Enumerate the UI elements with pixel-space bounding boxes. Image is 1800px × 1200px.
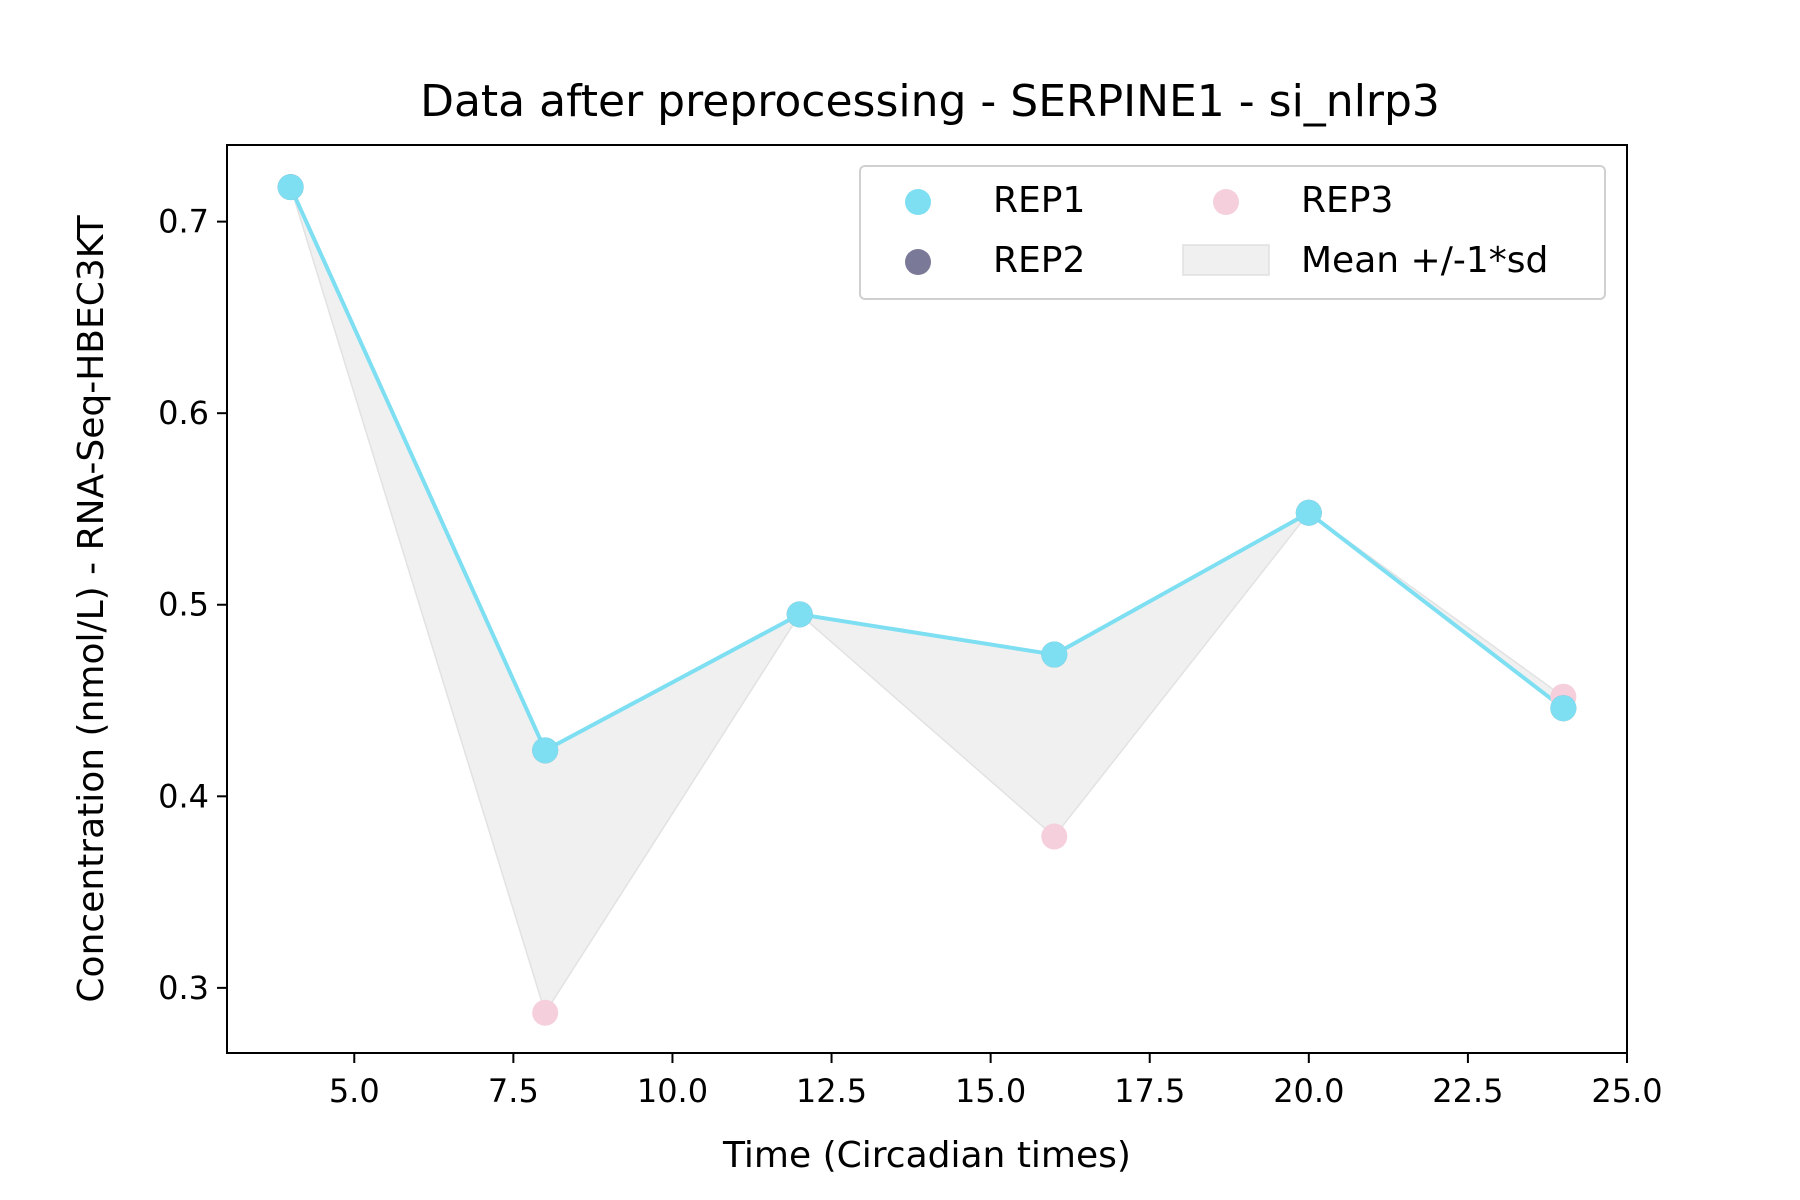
y-tick-label: 0.5 [158, 586, 209, 624]
data-point-rep1 [1041, 641, 1068, 668]
x-tick-label: 17.5 [1114, 1072, 1185, 1110]
data-point-rep1 [1295, 499, 1322, 526]
legend-box [859, 165, 1606, 300]
legend-label-rep3: REP3 [1301, 180, 1393, 221]
y-tick-label: 0.4 [158, 777, 209, 815]
legend: REP1 REP2 REP3 Mean +/-1*sd [859, 165, 1606, 300]
data-point-rep1 [786, 601, 813, 628]
legend-label-rep2: REP2 [993, 240, 1085, 281]
data-point-rep1 [532, 737, 559, 764]
x-tick-label: 10.0 [637, 1072, 708, 1110]
data-point-rep1 [1550, 695, 1577, 722]
y-axis-label: Concentration (nmol/L) - RNA-Seq-HBEC3KT [71, 214, 112, 1002]
legend-marker-rep3 [1213, 189, 1239, 215]
legend-marker-band [1182, 244, 1270, 276]
chart-title: Data after preprocessing - SERPINE1 - si… [420, 76, 1440, 127]
y-tick-label: 0.7 [158, 203, 209, 241]
data-point-rep3 [532, 999, 559, 1026]
y-axis: 0.3 0.4 0.5 0.6 0.7 [158, 203, 227, 1007]
y-tick-label: 0.3 [158, 969, 209, 1007]
sd-band [289, 186, 1565, 1015]
y-tick-label: 0.6 [158, 394, 209, 432]
x-axis: 5.0 7.5 10.0 12.5 15.0 17.5 20.0 22.5 25.0 [329, 1053, 1663, 1110]
x-tick-label: 25.0 [1591, 1072, 1662, 1110]
series-line-rep1 [288, 186, 1565, 754]
legend-label-rep1: REP1 [993, 180, 1085, 221]
x-tick-label: 22.5 [1432, 1072, 1503, 1110]
legend-marker-rep2 [905, 249, 931, 275]
plot-area [277, 174, 1577, 1026]
x-axis-label: Time (Circadian times) [722, 1135, 1131, 1176]
data-point-rep1 [277, 174, 304, 201]
legend-label-band: Mean +/-1*sd [1301, 240, 1548, 281]
x-tick-label: 12.5 [796, 1072, 867, 1110]
legend-marker-rep1 [905, 189, 931, 215]
x-tick-label: 20.0 [1273, 1072, 1344, 1110]
x-tick-label: 5.0 [329, 1072, 380, 1110]
plot-frame [226, 144, 1628, 1054]
x-tick-label: 7.5 [488, 1072, 539, 1110]
data-point-rep3 [1041, 823, 1068, 850]
x-tick-label: 15.0 [955, 1072, 1026, 1110]
